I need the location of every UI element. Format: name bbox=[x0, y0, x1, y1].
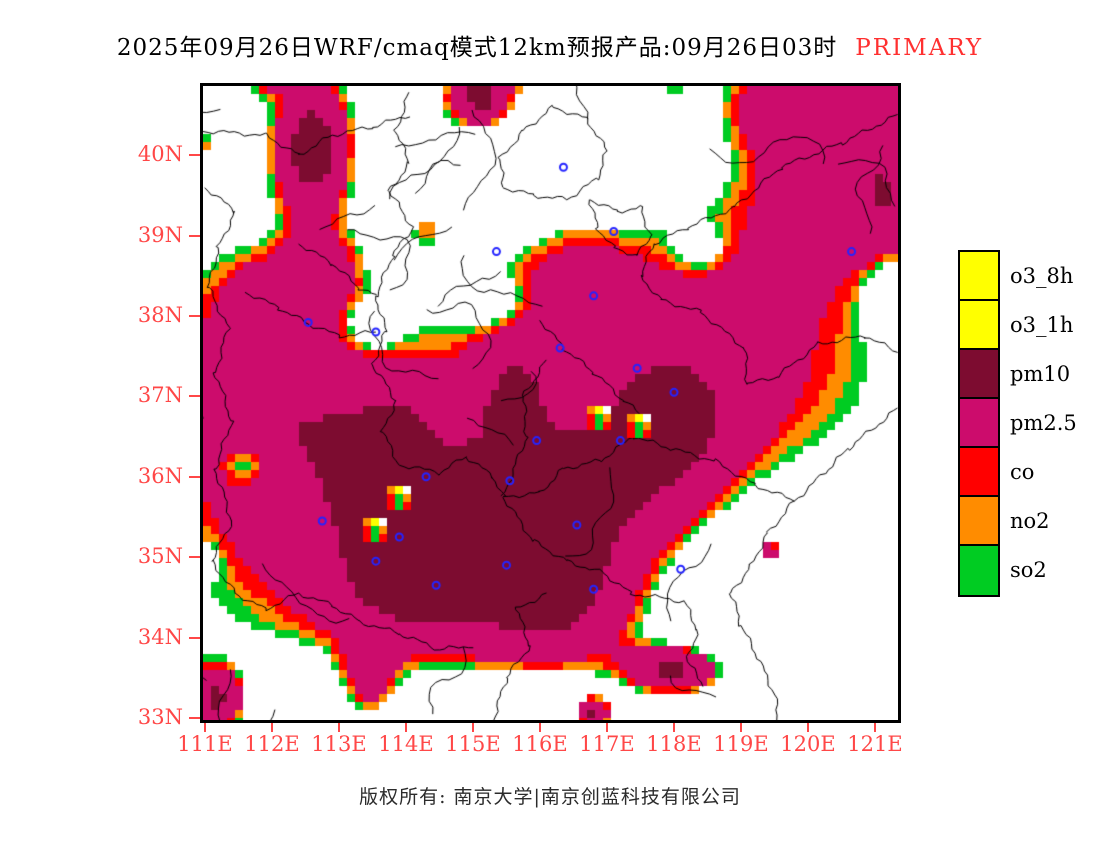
legend-label: no2 bbox=[1010, 509, 1050, 533]
lat-tick-label: 39N bbox=[137, 222, 183, 247]
lon-tick-label: 119E bbox=[713, 732, 769, 756]
lat-tick-label: 33N bbox=[137, 704, 183, 729]
legend-swatch bbox=[958, 446, 1000, 499]
legend-label: o3_8h bbox=[1010, 264, 1074, 288]
lon-tick bbox=[874, 723, 876, 732]
title-pollutant-tag: PRIMARY bbox=[855, 35, 984, 61]
lon-tick-label: 114E bbox=[378, 732, 434, 756]
legend-swatch bbox=[958, 299, 1000, 352]
legend-swatch bbox=[958, 397, 1000, 450]
copyright-footer: 版权所有: 南京大学|南京创蓝科技有限公司 bbox=[359, 786, 741, 808]
legend-label: pm2.5 bbox=[1010, 411, 1077, 435]
lon-tick-label: 113E bbox=[311, 732, 367, 756]
legend-swatch bbox=[958, 495, 1000, 548]
lon-tick bbox=[740, 723, 742, 732]
lon-tick-label: 120E bbox=[780, 732, 836, 756]
legend-label: co bbox=[1010, 460, 1035, 484]
map-frame bbox=[200, 83, 901, 723]
lat-tick bbox=[189, 395, 200, 398]
lon-tick-label: 116E bbox=[512, 732, 568, 756]
lon-tick bbox=[606, 723, 608, 732]
lat-tick-label: 36N bbox=[137, 463, 183, 488]
legend-swatch bbox=[958, 544, 1000, 597]
lon-tick-label: 118E bbox=[646, 732, 702, 756]
legend-label: pm10 bbox=[1010, 362, 1071, 386]
lat-tick-label: 35N bbox=[137, 544, 183, 569]
lon-tick-label: 115E bbox=[445, 732, 501, 756]
lat-tick-label: 37N bbox=[137, 383, 183, 408]
lat-tick bbox=[189, 716, 200, 719]
legend-swatch bbox=[958, 348, 1000, 401]
lat-tick-label: 34N bbox=[137, 624, 183, 649]
title-text: 2025年09月26日WRF/cmaq模式12km预报产品:09月26日03时 bbox=[116, 35, 838, 61]
lat-tick bbox=[189, 636, 200, 639]
lon-tick-label: 112E bbox=[244, 732, 300, 756]
lon-tick bbox=[338, 723, 340, 732]
legend-label: so2 bbox=[1010, 558, 1047, 582]
lat-tick bbox=[189, 154, 200, 157]
lat-tick bbox=[189, 556, 200, 559]
lon-tick bbox=[807, 723, 809, 732]
lat-tick-label: 40N bbox=[137, 142, 183, 167]
lat-tick bbox=[189, 234, 200, 237]
legend-label: o3_1h bbox=[1010, 313, 1074, 337]
lon-tick bbox=[271, 723, 273, 732]
lat-tick-label: 38N bbox=[137, 302, 183, 327]
page-title: 2025年09月26日WRF/cmaq模式12km预报产品:09月26日03时 P… bbox=[0, 28, 1100, 62]
lon-tick bbox=[539, 723, 541, 732]
forecast-map-canvas bbox=[203, 86, 898, 720]
lon-tick-label: 121E bbox=[847, 732, 903, 756]
lat-tick bbox=[189, 314, 200, 317]
lon-tick-label: 111E bbox=[177, 732, 233, 756]
lon-tick bbox=[673, 723, 675, 732]
lon-tick bbox=[405, 723, 407, 732]
lat-tick bbox=[189, 475, 200, 478]
lon-tick-label: 117E bbox=[579, 732, 635, 756]
lon-tick bbox=[204, 723, 206, 732]
lon-tick bbox=[472, 723, 474, 732]
legend-swatch bbox=[958, 250, 1000, 303]
